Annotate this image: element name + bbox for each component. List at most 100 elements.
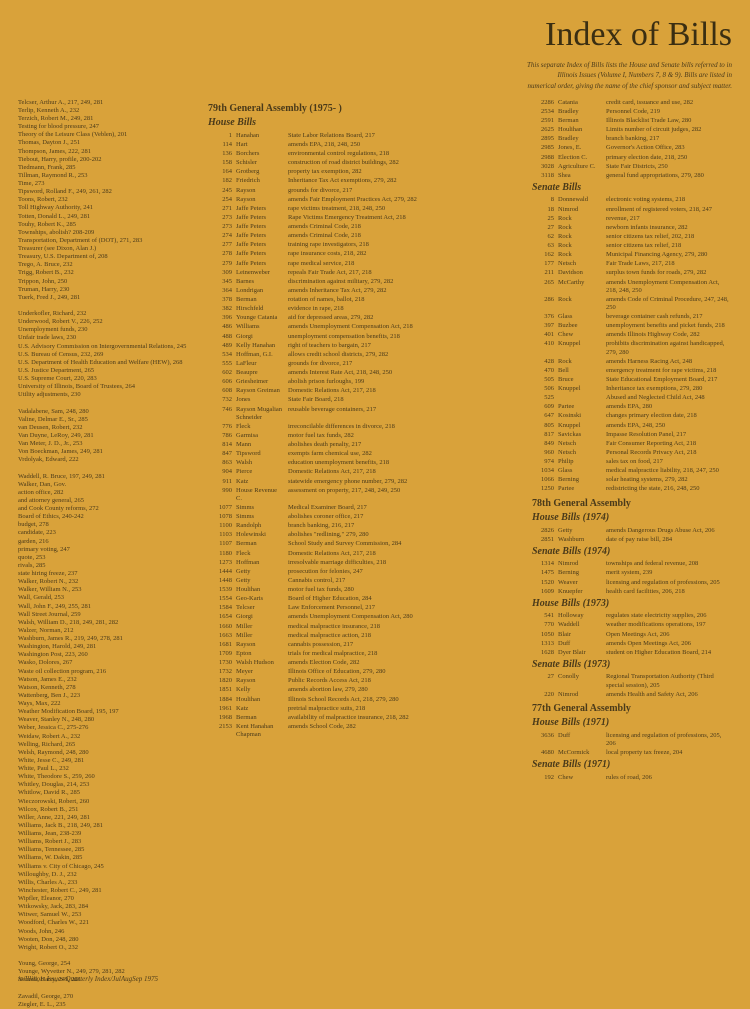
bill-sponsor: Jaffe Peters [236,260,284,268]
subtitle-1: This separate Index of Bills lists the H… [18,61,732,70]
bill-number: 746 [208,406,232,422]
index-entry: Winchester, Robert C., 249, 281 [18,887,196,895]
bill-description: aid for depressed areas, 279, 282 [288,314,520,322]
bill-number: 27 [532,224,554,232]
bill-number: 1709 [208,650,232,658]
middle-column: 79th General Assembly (1975- ) House Bil… [208,99,520,1009]
left-index-column: Telcser, Arthur A., 217, 249, 281Terlip,… [18,99,196,1009]
bill-row: 1066Berningsolar heating systems, 279, 2… [532,476,732,484]
bill-description: amends Open Meetings Act, 206 [606,640,732,648]
bill-sponsor: Rock [558,215,602,223]
bill-number: 1444 [208,568,232,576]
bill-sponsor: Rayson [236,641,284,649]
bill-description: newborn infants insurance, 282 [606,224,732,232]
bill-row: 814Mannabolishes death penalty, 217 [208,441,520,449]
bill-description: motor fuel tax funds, 280 [288,586,520,594]
bill-row: 25Rockrevenue, 217 [532,215,732,223]
bill-description: Fair Consumer Reporting Act, 218 [606,440,732,448]
bill-description: Cannabis control, 217 [288,577,520,585]
bill-sponsor: Nimrod [558,560,602,568]
bill-row: 786Garmisamotor fuel tax funds, 282 [208,432,520,440]
bill-row: 505BruceState Educational Employment Boa… [532,376,732,384]
footer-text: iv/Illinois Issues Quarterly Index/JulAu… [18,975,158,984]
bill-number: 211 [532,269,554,277]
bill-description: changes primary election date, 218 [606,412,732,420]
bill-number: 1250 [532,485,554,493]
index-entry: Williams, W. Dakin, 285 [18,854,196,862]
bill-number: 489 [208,342,232,350]
index-entry: Tillman, Raymond R., 253 [18,172,196,180]
bill-sponsor: Agriculture C. [558,163,602,171]
index-entry: Weidaw, Robert A., 232 [18,733,196,741]
bill-sponsor: Jones [236,396,284,404]
bill-number: 2851 [532,536,554,544]
bill-number: 63 [532,242,554,250]
bill-row: 1HanahanState Labor Relations Board, 217 [208,132,520,140]
bill-description: branch banking, 217 [606,135,732,143]
bill-description: abolishes coroner office, 217 [288,513,520,521]
bill-sponsor: Chew [558,774,602,782]
bill-description: Governor's Action Office, 283 [606,144,732,152]
bill-sponsor: House Revenue C. [236,487,284,503]
bill-row: 608Rayson GreimanDomestic Relations Act,… [208,387,520,395]
bill-description: health card facilities, 206, 218 [606,588,732,596]
bill-row: 1078Simmsabolishes coroner office, 217 [208,513,520,521]
bill-sponsor: Shea [558,172,602,180]
bill-row: 1663Millermedical malpractice action, 21… [208,632,520,640]
index-entry: Toll Highway Authority, 241 [18,204,196,212]
bill-sponsor: Tipsword [236,450,284,458]
bill-sponsor: Beaupre [236,369,284,377]
bill-row: 162RockMunicipal Financing Agency, 279, … [532,251,732,259]
bill-number: 254 [208,196,232,204]
bill-description: reusable beverage containers, 217 [288,406,520,422]
bill-row: 164Grotbergproperty tax exemption, 282 [208,168,520,176]
bill-row: 732JonesState Fair Board, 218 [208,396,520,404]
bill-description: Personal Records Privacy Act, 218 [606,449,732,457]
bill-row: 911Katzstatewide emergency phone number,… [208,478,520,486]
bill-sponsor: Berning [558,569,602,577]
bill-row: 136Borchersenvironmental control regulat… [208,150,520,158]
bill-row: 904PierceDomestic Relations Act, 217, 21… [208,468,520,476]
bill-sponsor: Hirschfeld [236,305,284,313]
bill-number: 2625 [532,126,554,134]
bill-number: 382 [208,305,232,313]
bill-number: 1660 [208,623,232,631]
bill-number: 1820 [208,677,232,685]
index-entry: Board of Ethics, 240-242 [18,513,196,521]
index-entry: Whitlow, David R., 285 [18,789,196,797]
bill-description: Limits number of circuit judges, 282 [606,126,732,134]
bill-sponsor: Bradley [558,108,602,116]
bill-row: 1654Giorgiamends Unemployment Compensati… [208,613,520,621]
bill-row: 1851Kellyamends abortion law, 279, 280 [208,686,520,694]
bill-row: 541Hollowayregulates state electricity s… [532,612,732,620]
index-entry: Underkofler, Richard, 232 [18,310,196,318]
index-entry: Von Boeckman, James, 249, 281 [18,448,196,456]
bill-row: 1884HoulihanIllinois School Records Act,… [208,696,520,704]
bill-sponsor: Washburn [558,536,602,544]
bill-number: 277 [208,241,232,249]
bill-row: 2591BermanIllinois Blacklist Trade Law, … [532,117,732,125]
bill-description: emergency treatment for rape victims, 21… [606,367,732,375]
bill-sponsor: Blair [558,631,602,639]
bill-number: 1078 [208,513,232,521]
bill-sponsor: Pierce [236,468,284,476]
index-entry: Williams, Robert J., 283 [18,838,196,846]
bill-row: 1628Dyer Blairstudent on Higher Educatio… [532,649,732,657]
index-entry: White, Jesse C., 249, 281 [18,757,196,765]
bill-number: 814 [208,441,232,449]
bill-row: 273Jaffe PetersRape Victims Emergency Tr… [208,214,520,222]
bill-number: 2153 [208,723,232,739]
index-entry: Wall, Gerald, 253 [18,594,196,602]
index-entry: Wattenberg, Ben J., 223 [18,692,196,700]
bill-description: Municipal Financing Agency, 279, 280 [606,251,732,259]
bill-number: 1584 [208,604,232,612]
bill-description: Medical Examiner Board, 217 [288,504,520,512]
index-entry: Underwood, Robert V., 226, 252 [18,318,196,326]
bill-sponsor: Duff [558,732,602,748]
bill-number: 273 [208,214,232,222]
index-entry: Totten, Donald L., 249, 281 [18,213,196,221]
bill-number: 1066 [532,476,554,484]
bill-number: 974 [532,458,554,466]
bill-number: 345 [208,278,232,286]
index-entry: Washington, Harold, 249, 281 [18,643,196,651]
